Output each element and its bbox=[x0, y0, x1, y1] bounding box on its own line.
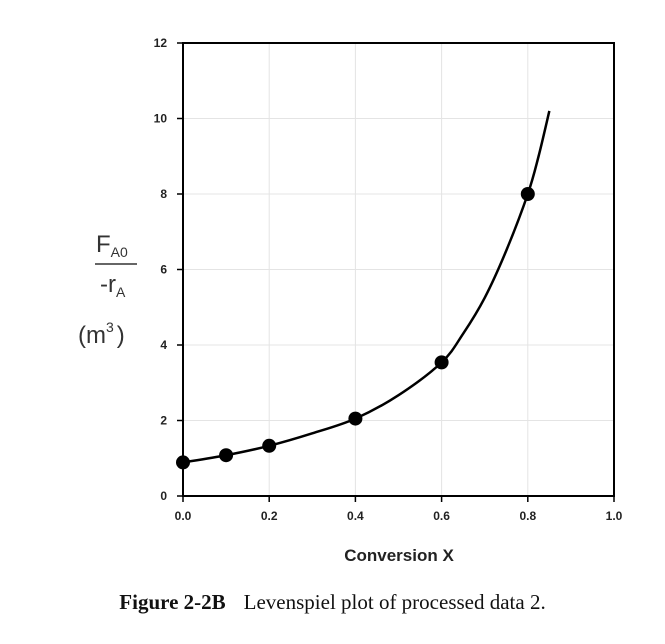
svg-text:FA0: FA0 bbox=[96, 231, 128, 260]
y-axis-units-main: (m bbox=[78, 322, 106, 349]
y-axis-numerator-sub: A0 bbox=[111, 244, 128, 260]
figure-caption-text: Levenspiel plot of processed data 2. bbox=[243, 590, 546, 614]
y-axis-numerator-main: F bbox=[96, 231, 111, 258]
x-tick-label: 0.6 bbox=[433, 509, 450, 523]
data-points bbox=[176, 187, 535, 470]
data-point bbox=[348, 411, 363, 426]
axis-ticks bbox=[177, 42, 615, 502]
x-tick-label: 0.4 bbox=[347, 509, 364, 523]
fit-curve bbox=[182, 110, 551, 464]
y-tick-label: 6 bbox=[160, 263, 167, 277]
y-tick-label: 10 bbox=[154, 112, 168, 126]
x-tick-label: 0.2 bbox=[261, 509, 278, 523]
y-axis-denominator-main: -r bbox=[100, 271, 116, 298]
y-tick-labels: 0 2 4 6 8 10 12 bbox=[154, 36, 168, 503]
y-axis-units-sup: 3 bbox=[106, 319, 114, 335]
figure-number: Figure 2-2B bbox=[119, 590, 226, 614]
data-point bbox=[219, 448, 234, 463]
x-tick-label: 0.0 bbox=[175, 509, 192, 523]
y-tick-label: 0 bbox=[160, 489, 167, 503]
x-axis-title: Conversion X bbox=[344, 546, 454, 565]
svg-text:(m3): (m3) bbox=[78, 319, 125, 349]
x-tick-label: 1.0 bbox=[606, 509, 623, 523]
x-tick-label: 0.8 bbox=[519, 509, 536, 523]
x-tick-labels: 0.0 0.2 0.4 0.6 0.8 1.0 bbox=[175, 509, 623, 523]
y-axis-denominator-sub: A bbox=[116, 284, 126, 300]
y-axis-title: FA0 -rA (m3) bbox=[78, 231, 137, 349]
y-tick-label: 4 bbox=[160, 338, 167, 352]
svg-text:-rA: -rA bbox=[100, 271, 126, 300]
y-tick-label: 2 bbox=[160, 414, 167, 428]
levenspiel-chart: 0.0 0.2 0.4 0.6 0.8 1.0 0 2 4 6 8 10 12 Conversion … bbox=[78, 36, 623, 565]
data-point bbox=[520, 187, 535, 201]
y-tick-label: 8 bbox=[160, 187, 167, 201]
y-tick-label: 12 bbox=[154, 36, 168, 50]
figure-caption: Figure 2-2B Levenspiel plot of processed … bbox=[0, 590, 665, 615]
data-point bbox=[434, 355, 449, 370]
data-point bbox=[176, 455, 190, 470]
y-axis-units-close: ) bbox=[117, 322, 125, 349]
data-point bbox=[262, 438, 277, 453]
